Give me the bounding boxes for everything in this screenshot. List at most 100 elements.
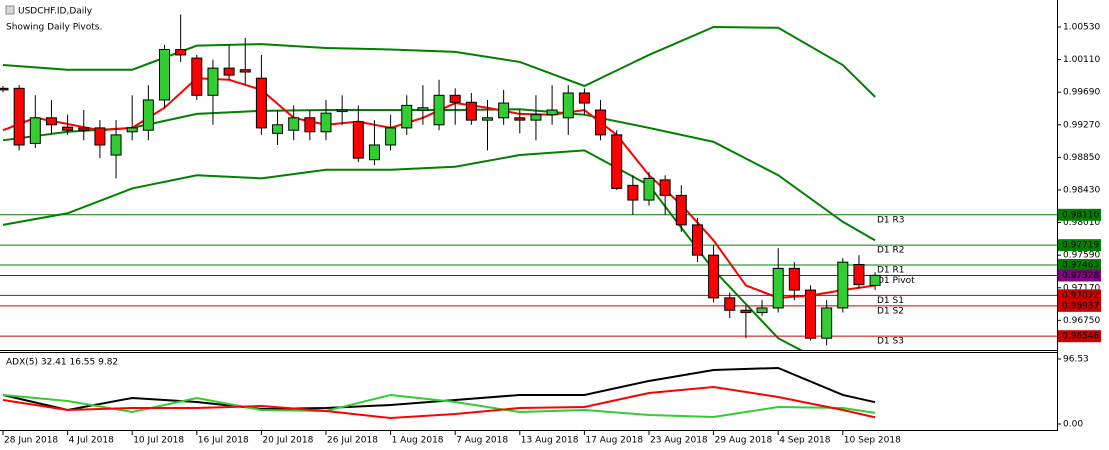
candle-body xyxy=(78,127,90,131)
pivot-price-box xyxy=(1058,208,1101,221)
y-tick-label: 0.98430 xyxy=(1063,185,1100,195)
y-tick-label: 0.99270 xyxy=(1063,120,1100,130)
candle-body xyxy=(94,127,106,146)
pivot-price-label: 0.96937 xyxy=(1062,301,1099,311)
pivot-name: D1 R2 xyxy=(877,246,905,256)
x-tick-label: 28 Jun 2018 xyxy=(4,436,58,446)
candle-body xyxy=(159,49,170,101)
candle-body xyxy=(643,177,655,201)
candle-body xyxy=(853,263,865,286)
x-tick-label: 4 Sep 2018 xyxy=(779,436,831,446)
candle-body xyxy=(740,309,752,314)
indicator-panel xyxy=(2,366,876,420)
y-tick-label: 0.99690 xyxy=(1063,88,1100,98)
candle-body xyxy=(45,117,57,126)
x-tick-label: 16 Jul 2018 xyxy=(198,436,249,446)
pivot-price-label: 0.97719 xyxy=(1062,241,1099,251)
indicator-title: ADX(5) 32.41 16.55 9.82 xyxy=(6,358,118,368)
indicator-line xyxy=(2,366,876,412)
candle-body xyxy=(546,109,558,116)
candle-body xyxy=(482,117,493,121)
y-tick-label: 0.96750 xyxy=(1063,316,1100,326)
candle-body xyxy=(724,297,736,311)
candle-body xyxy=(368,144,380,161)
candle-body xyxy=(433,94,445,126)
pivot-name: D1 S3 xyxy=(877,337,904,347)
x-tick-label: 10 Jul 2018 xyxy=(133,436,184,446)
x-tick-label: 23 Aug 2018 xyxy=(650,436,708,446)
candle-body xyxy=(401,104,413,129)
y-tick-label: 0.98010 xyxy=(1063,218,1100,228)
y-tick-label: 0.00 xyxy=(1063,420,1083,430)
x-tick-label: 1 Aug 2018 xyxy=(392,436,444,446)
indicator-line xyxy=(2,149,803,350)
pivot-price-box xyxy=(1058,239,1101,252)
chart-title: USDCHF.ID,Daily xyxy=(18,7,93,17)
candle-body xyxy=(272,124,284,134)
pivot-price-box xyxy=(1058,289,1101,302)
candle-body xyxy=(659,179,671,196)
candle-body xyxy=(869,274,881,286)
candle-body xyxy=(239,69,251,73)
candle-body xyxy=(29,117,41,144)
candle-body xyxy=(288,117,300,131)
x-tick-label: 26 Jul 2018 xyxy=(327,436,378,446)
indicator-line xyxy=(2,26,876,98)
candle-body xyxy=(336,109,348,113)
pivot-price-label: 0.97072 xyxy=(1062,291,1099,301)
pivot-price-label: 0.97463 xyxy=(1062,261,1099,271)
candle-body xyxy=(691,224,703,256)
axes: 1.00530 1.00110 0.99690 0.99270 0.98850 0.984… xyxy=(2,23,1101,446)
x-tick-label: 7 Aug 2018 xyxy=(456,436,508,446)
y-tick-label: 0.98850 xyxy=(1063,153,1100,163)
pivot-price-label: 0.98110 xyxy=(1062,210,1099,220)
candle-body xyxy=(320,112,332,133)
candle-body xyxy=(756,307,768,314)
candle-body xyxy=(837,261,849,309)
candle-body xyxy=(465,101,477,121)
y-tick-label: 0.97590 xyxy=(1063,251,1100,261)
candle-body xyxy=(142,99,154,131)
candle-body xyxy=(821,307,833,339)
candle-body xyxy=(578,92,590,104)
candle-body xyxy=(417,107,429,111)
pivot-name: D1 R3 xyxy=(877,215,905,225)
pivot-name: D1 R1 xyxy=(877,266,905,276)
y-tick-label: 0.97170 xyxy=(1063,283,1100,293)
candle-body xyxy=(0,87,9,91)
x-tick-label: 17 Aug 2018 xyxy=(585,436,643,446)
candle-body xyxy=(449,94,461,103)
pivot-price-box xyxy=(1058,259,1101,272)
candle-body xyxy=(595,109,607,136)
candle-body xyxy=(191,57,203,96)
candle-body xyxy=(708,254,720,299)
candle-body xyxy=(611,134,623,189)
candle-body xyxy=(175,49,187,56)
pivot-price-box xyxy=(1058,269,1101,282)
candle-body xyxy=(627,184,639,201)
candle-body xyxy=(514,117,526,121)
candle-body xyxy=(304,117,316,133)
x-tick-label: 29 Aug 2018 xyxy=(715,436,773,446)
pivot-price-label: 0.97328 xyxy=(1062,271,1099,281)
candle-body xyxy=(498,102,510,119)
pivot-name: D1 Pivot xyxy=(877,276,915,286)
candle-body xyxy=(675,194,687,226)
candle-body xyxy=(788,267,800,291)
candle-body xyxy=(223,67,235,76)
candle-body xyxy=(255,77,267,129)
candle-body xyxy=(110,134,122,156)
candle-body xyxy=(772,267,784,309)
pivot-price-label: 0.96546 xyxy=(1062,332,1099,342)
y-tick-label: 96.53 xyxy=(1063,354,1089,364)
pivot-price-box xyxy=(1058,330,1101,343)
candle-body xyxy=(805,289,816,339)
x-tick-label: 20 Jul 2018 xyxy=(262,436,313,446)
indicator-line xyxy=(2,386,876,420)
candle-body xyxy=(562,92,574,119)
y-tick-label: 1.00110 xyxy=(1063,55,1100,65)
x-tick-label: 4 Jul 2018 xyxy=(69,436,114,446)
candle-body xyxy=(207,67,219,96)
x-tick-label: 13 Aug 2018 xyxy=(521,436,579,446)
